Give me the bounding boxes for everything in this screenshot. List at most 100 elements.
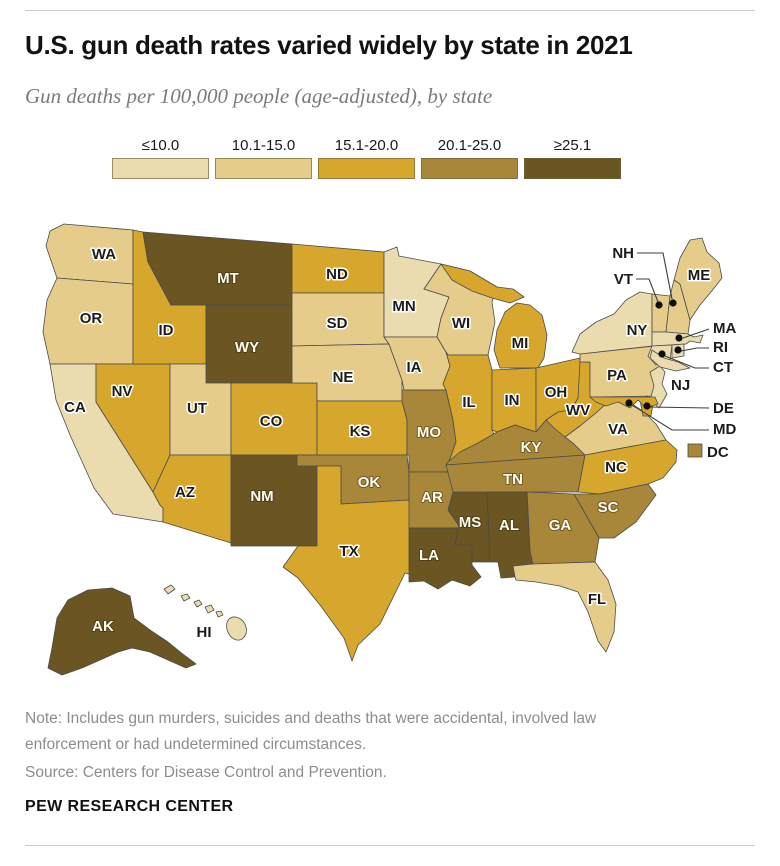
legend-bin-swatch xyxy=(215,158,312,179)
legend-bin-swatch xyxy=(524,158,621,179)
state-label-MT: MT xyxy=(217,270,239,287)
state-label-CO: CO xyxy=(260,413,283,430)
callout-dot-MA xyxy=(675,334,683,342)
state-NM xyxy=(230,454,318,547)
legend-bin-label: 20.1-25.0 xyxy=(437,137,502,154)
callout-line-NH xyxy=(637,252,673,300)
callout-label-NJ: NJ xyxy=(671,377,690,394)
callout-line-CT xyxy=(664,355,709,369)
state-label-UT: UT xyxy=(187,400,207,417)
state-label-WY: WY xyxy=(235,339,259,356)
state-label-WI: WI xyxy=(452,315,470,332)
state-label-PA: PA xyxy=(607,367,627,384)
state-label-SC: SC xyxy=(598,499,619,516)
callout-line-MA xyxy=(682,328,710,339)
state-label-HI: HI xyxy=(197,624,212,641)
state-label-ME: ME xyxy=(688,267,711,284)
legend-bin-swatch xyxy=(318,158,415,179)
state-label-WV: WV xyxy=(566,402,590,419)
dc-legend-swatch xyxy=(687,443,703,458)
state-label-OK: OK xyxy=(358,474,381,491)
state-label-TN: TN xyxy=(503,471,523,488)
callout-label-DE: DE xyxy=(713,400,734,417)
callout-line-RI xyxy=(680,347,709,352)
state-MT xyxy=(142,231,293,306)
state-label-IN: IN xyxy=(505,392,520,409)
state-MI xyxy=(493,302,548,369)
legend-bin: ≥25.1 xyxy=(524,137,621,179)
callout-label-DC: DC xyxy=(707,444,729,461)
state-label-NY: NY xyxy=(627,322,648,339)
state-label-TX: TX xyxy=(339,543,358,560)
state-label-KS: KS xyxy=(350,423,371,440)
legend-bin: 15.1-20.0 xyxy=(318,137,415,179)
callout-label-MD: MD xyxy=(713,421,736,438)
page-title: U.S. gun death rates varied widely by st… xyxy=(25,30,633,60)
color-legend: ≤10.0 10.1-15.0 15.1-20.0 20.1-25.0 ≥25.1 xyxy=(112,137,621,179)
legend-bin-label: 10.1-15.0 xyxy=(231,137,296,154)
state-label-MI: MI xyxy=(512,335,529,352)
state-label-NV: NV xyxy=(112,383,133,400)
legend-bin-label: ≤10.0 xyxy=(141,137,180,154)
state-label-IL: IL xyxy=(462,394,475,411)
map-container: WA OR CA NV ID MT WY UT CO AZ NM ND SD NE KS OK TX MN IA MO… xyxy=(30,210,760,710)
state-label-WA: WA xyxy=(92,246,116,263)
state-label-MN: MN xyxy=(392,298,415,315)
callout-label-VT: VT xyxy=(614,271,633,288)
brand-footer: PEW RESEARCH CENTER xyxy=(25,798,234,815)
callout-dot-MD xyxy=(625,399,633,407)
state-SC xyxy=(573,483,657,539)
state-MD xyxy=(589,396,659,409)
callout-line-VT xyxy=(636,278,659,303)
state-label-FL: FL xyxy=(588,591,606,608)
state-AK xyxy=(47,587,197,676)
source-text: Source: Centers for Disease Control and … xyxy=(25,764,387,781)
callout-label-MA: MA xyxy=(713,320,736,337)
state-NC xyxy=(577,439,678,495)
state-NY xyxy=(571,291,653,355)
top-rule xyxy=(25,10,755,11)
state-label-NE: NE xyxy=(333,369,354,386)
state-label-SD: SD xyxy=(327,315,348,332)
legend-bin-swatch xyxy=(421,158,518,179)
legend-bin: ≤10.0 xyxy=(112,137,209,179)
state-label-OR: OR xyxy=(80,310,103,327)
state-label-AZ: AZ xyxy=(175,484,195,501)
michigan-upper-peninsula xyxy=(440,263,525,304)
state-label-GA: GA xyxy=(549,517,572,534)
state-label-CA: CA xyxy=(64,399,86,416)
state-label-ND: ND xyxy=(326,266,348,283)
callout-dot-VT xyxy=(655,301,663,309)
state-label-IA: IA xyxy=(407,359,422,376)
state-label-ID: ID xyxy=(159,322,174,339)
state-WA xyxy=(45,223,134,285)
state-label-AR: AR xyxy=(421,489,443,506)
callout-label-NH: NH xyxy=(612,245,634,262)
callout-label-RI: RI xyxy=(713,339,728,356)
state-ME xyxy=(673,237,723,321)
state-label-AK: AK xyxy=(92,618,114,635)
page-subtitle: Gun deaths per 100,000 people (age-adjus… xyxy=(25,84,493,108)
state-label-NC: NC xyxy=(605,459,627,476)
legend-bin-swatch xyxy=(112,158,209,179)
callout-line-DE xyxy=(649,406,710,409)
legend-bin: 20.1-25.0 xyxy=(421,137,518,179)
state-label-OH: OH xyxy=(545,384,568,401)
state-label-NM: NM xyxy=(250,488,273,505)
state-label-VA: VA xyxy=(608,421,628,438)
legend-bin-label: 15.1-20.0 xyxy=(334,137,399,154)
state-label-AL: AL xyxy=(499,517,519,534)
state-label-MO: MO xyxy=(417,424,441,441)
callout-dot-RI xyxy=(674,346,682,354)
state-label-KY: KY xyxy=(521,439,542,456)
state-TX xyxy=(282,465,422,662)
long-island xyxy=(649,349,691,372)
callout-dot-CT xyxy=(658,350,666,358)
us-choropleth-map: WA OR CA NV ID MT WY UT CO AZ NM ND SD NE KS OK TX MN IA MO… xyxy=(42,223,736,676)
state-HI xyxy=(163,584,247,641)
bottom-rule xyxy=(25,845,755,846)
callout-label-CT: CT xyxy=(713,359,733,376)
callout-dot-DE xyxy=(643,402,651,410)
state-FL xyxy=(512,561,617,653)
